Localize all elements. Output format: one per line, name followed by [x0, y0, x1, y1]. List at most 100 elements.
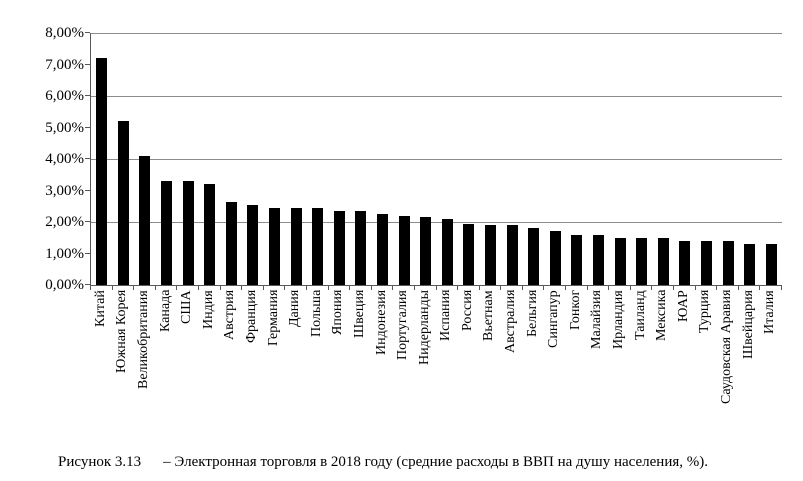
x-axis-tick [457, 286, 459, 290]
x-axis-tick [521, 286, 523, 290]
bar [441, 218, 453, 285]
x-category-label: Ирландия [611, 290, 627, 349]
gridline [91, 96, 782, 97]
x-category-label: Индонезия [373, 290, 389, 356]
x-axis-tick [435, 286, 437, 290]
x-axis-tick [629, 286, 631, 290]
figure-number: Рисунок 3.13 [58, 454, 142, 470]
x-axis-tick [241, 286, 243, 290]
bar [398, 215, 410, 285]
bar [420, 217, 432, 285]
y-tick-label: 7,00% [45, 56, 84, 73]
x-category-label: Малайзия [589, 290, 605, 349]
bar [139, 155, 151, 285]
y-tick-label: 3,00% [45, 182, 84, 199]
x-axis-tick [370, 286, 372, 290]
gridline [91, 222, 782, 223]
y-axis-tick [85, 189, 90, 191]
x-category-label: Турция [697, 290, 713, 334]
bar [355, 210, 367, 285]
x-category-label: Сингапур [546, 290, 562, 348]
x-axis-tick [219, 286, 221, 290]
figure-caption: Рисунок 3.13 – Электронная торговля в 201… [58, 454, 708, 471]
y-axis-tick [85, 95, 90, 96]
y-tick-label: 5,00% [45, 119, 84, 136]
x-category-label: Китай [92, 290, 108, 327]
x-axis-tick [413, 286, 415, 290]
x-category-label: Франция [243, 290, 259, 344]
y-axis-tick [85, 221, 90, 222]
x-axis-tick [500, 286, 502, 290]
y-axis-tick [85, 252, 90, 254]
bar [484, 225, 496, 285]
x-axis-tick [673, 286, 675, 290]
bar [333, 210, 345, 285]
y-tick-label: 8,00% [45, 25, 84, 41]
x-category-label: Гонког [567, 290, 583, 331]
x-axis-tick [327, 286, 329, 290]
bar [679, 240, 691, 285]
y-tick-label: 2,00% [45, 214, 84, 230]
y-axis-tick [85, 284, 90, 285]
x-category-label: Австралия [503, 290, 519, 354]
y-axis-tick [85, 126, 90, 128]
x-axis-tick [133, 286, 135, 290]
bar [506, 225, 518, 285]
y-axis-tick [85, 63, 90, 65]
x-axis-tick [90, 286, 91, 290]
bar [614, 237, 626, 285]
bar [700, 240, 712, 285]
x-axis-tick [176, 286, 178, 290]
bar [528, 228, 540, 285]
x-category-label: Мексика [654, 290, 670, 342]
bar [290, 207, 302, 285]
x-axis-tick [284, 286, 286, 290]
y-tick-label: 6,00% [45, 88, 84, 104]
x-category-label: Южная Корея [114, 290, 130, 374]
y-axis-tick [85, 32, 90, 33]
gridline [91, 33, 782, 34]
y-axis-tick [85, 158, 90, 159]
x-category-label: Швеция [351, 290, 367, 339]
x-axis-tick [349, 286, 351, 290]
x-axis-tick [305, 286, 307, 290]
figure-title: – Электронная торговля в 2018 году (сред… [163, 454, 709, 470]
x-category-label: Австрия [222, 290, 238, 341]
x-category-label: Италия [762, 290, 778, 334]
x-axis-tick [543, 286, 545, 290]
x-category-label: Великобритания [135, 290, 151, 389]
x-axis-tick [737, 286, 739, 290]
x-axis-tick [586, 286, 588, 290]
x-category-label: Испания [438, 290, 454, 342]
x-category-label: Швейцария [740, 290, 756, 359]
x-axis-tick [694, 286, 696, 290]
x-axis-tick [608, 286, 610, 290]
bar [204, 184, 216, 285]
x-category-label: Таиланд [632, 290, 648, 340]
y-tick-label: 0,00% [45, 277, 84, 293]
x-category-label: Саудовская Аравия [719, 290, 735, 405]
x-category-label: Бельгия [524, 290, 540, 338]
x-axis-tick [759, 286, 761, 290]
x-axis-tick [478, 286, 480, 290]
bar [182, 181, 194, 285]
bar [571, 234, 583, 285]
x-category-label: Вьетнам [481, 290, 497, 341]
x-category-label: ЮАР [675, 290, 691, 322]
plot-area [90, 33, 782, 286]
bar [765, 244, 777, 285]
x-category-label: Польша [308, 290, 324, 338]
x-axis-tick [111, 286, 113, 290]
x-category-label: США [179, 290, 195, 324]
bar [744, 244, 756, 285]
bar [312, 207, 324, 285]
x-axis-tick [154, 286, 156, 290]
x-category-label: Канада [157, 290, 173, 333]
y-tick-label: 1,00% [45, 245, 84, 262]
bar [722, 240, 734, 285]
bar [161, 181, 173, 285]
x-category-label: Индия [200, 290, 216, 329]
bar [657, 237, 669, 285]
x-category-label: Нидерланды [416, 290, 432, 365]
bar [592, 234, 604, 285]
